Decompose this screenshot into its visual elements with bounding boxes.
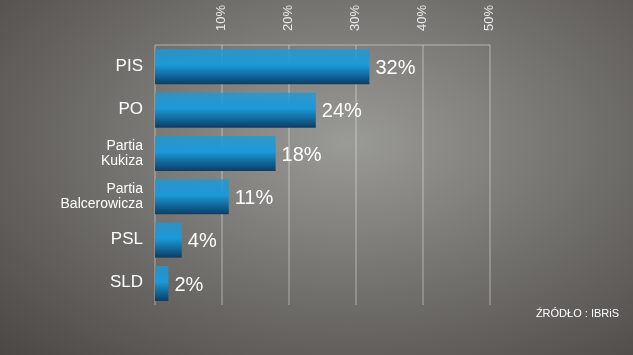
- svg-text:40%: 40%: [414, 5, 429, 31]
- svg-text:30%: 30%: [347, 5, 362, 31]
- svg-text:10%: 10%: [213, 5, 228, 31]
- svg-text:PO: PO: [118, 99, 143, 118]
- svg-text:PIS: PIS: [116, 56, 143, 75]
- svg-text:32%: 32%: [375, 56, 415, 78]
- svg-text:24%: 24%: [322, 99, 362, 121]
- svg-text:2%: 2%: [174, 273, 203, 295]
- svg-text:4%: 4%: [188, 229, 217, 251]
- svg-text:11%: 11%: [235, 186, 274, 208]
- svg-text:PSL: PSL: [111, 229, 143, 248]
- html-text:ŹRÓDŁO : IBRiS: ŹRÓDŁO : IBRiS: [535, 307, 619, 319]
- svg-text:50%: 50%: [481, 5, 496, 31]
- svg-text:20%: 20%: [280, 5, 295, 31]
- svg-text:PartiaBalcerowicza: PartiaBalcerowicza: [61, 180, 144, 211]
- svg-text:SLD: SLD: [110, 273, 143, 292]
- svg-text:PartiaKukiza: PartiaKukiza: [101, 137, 143, 168]
- svg-text:18%: 18%: [282, 143, 322, 165]
